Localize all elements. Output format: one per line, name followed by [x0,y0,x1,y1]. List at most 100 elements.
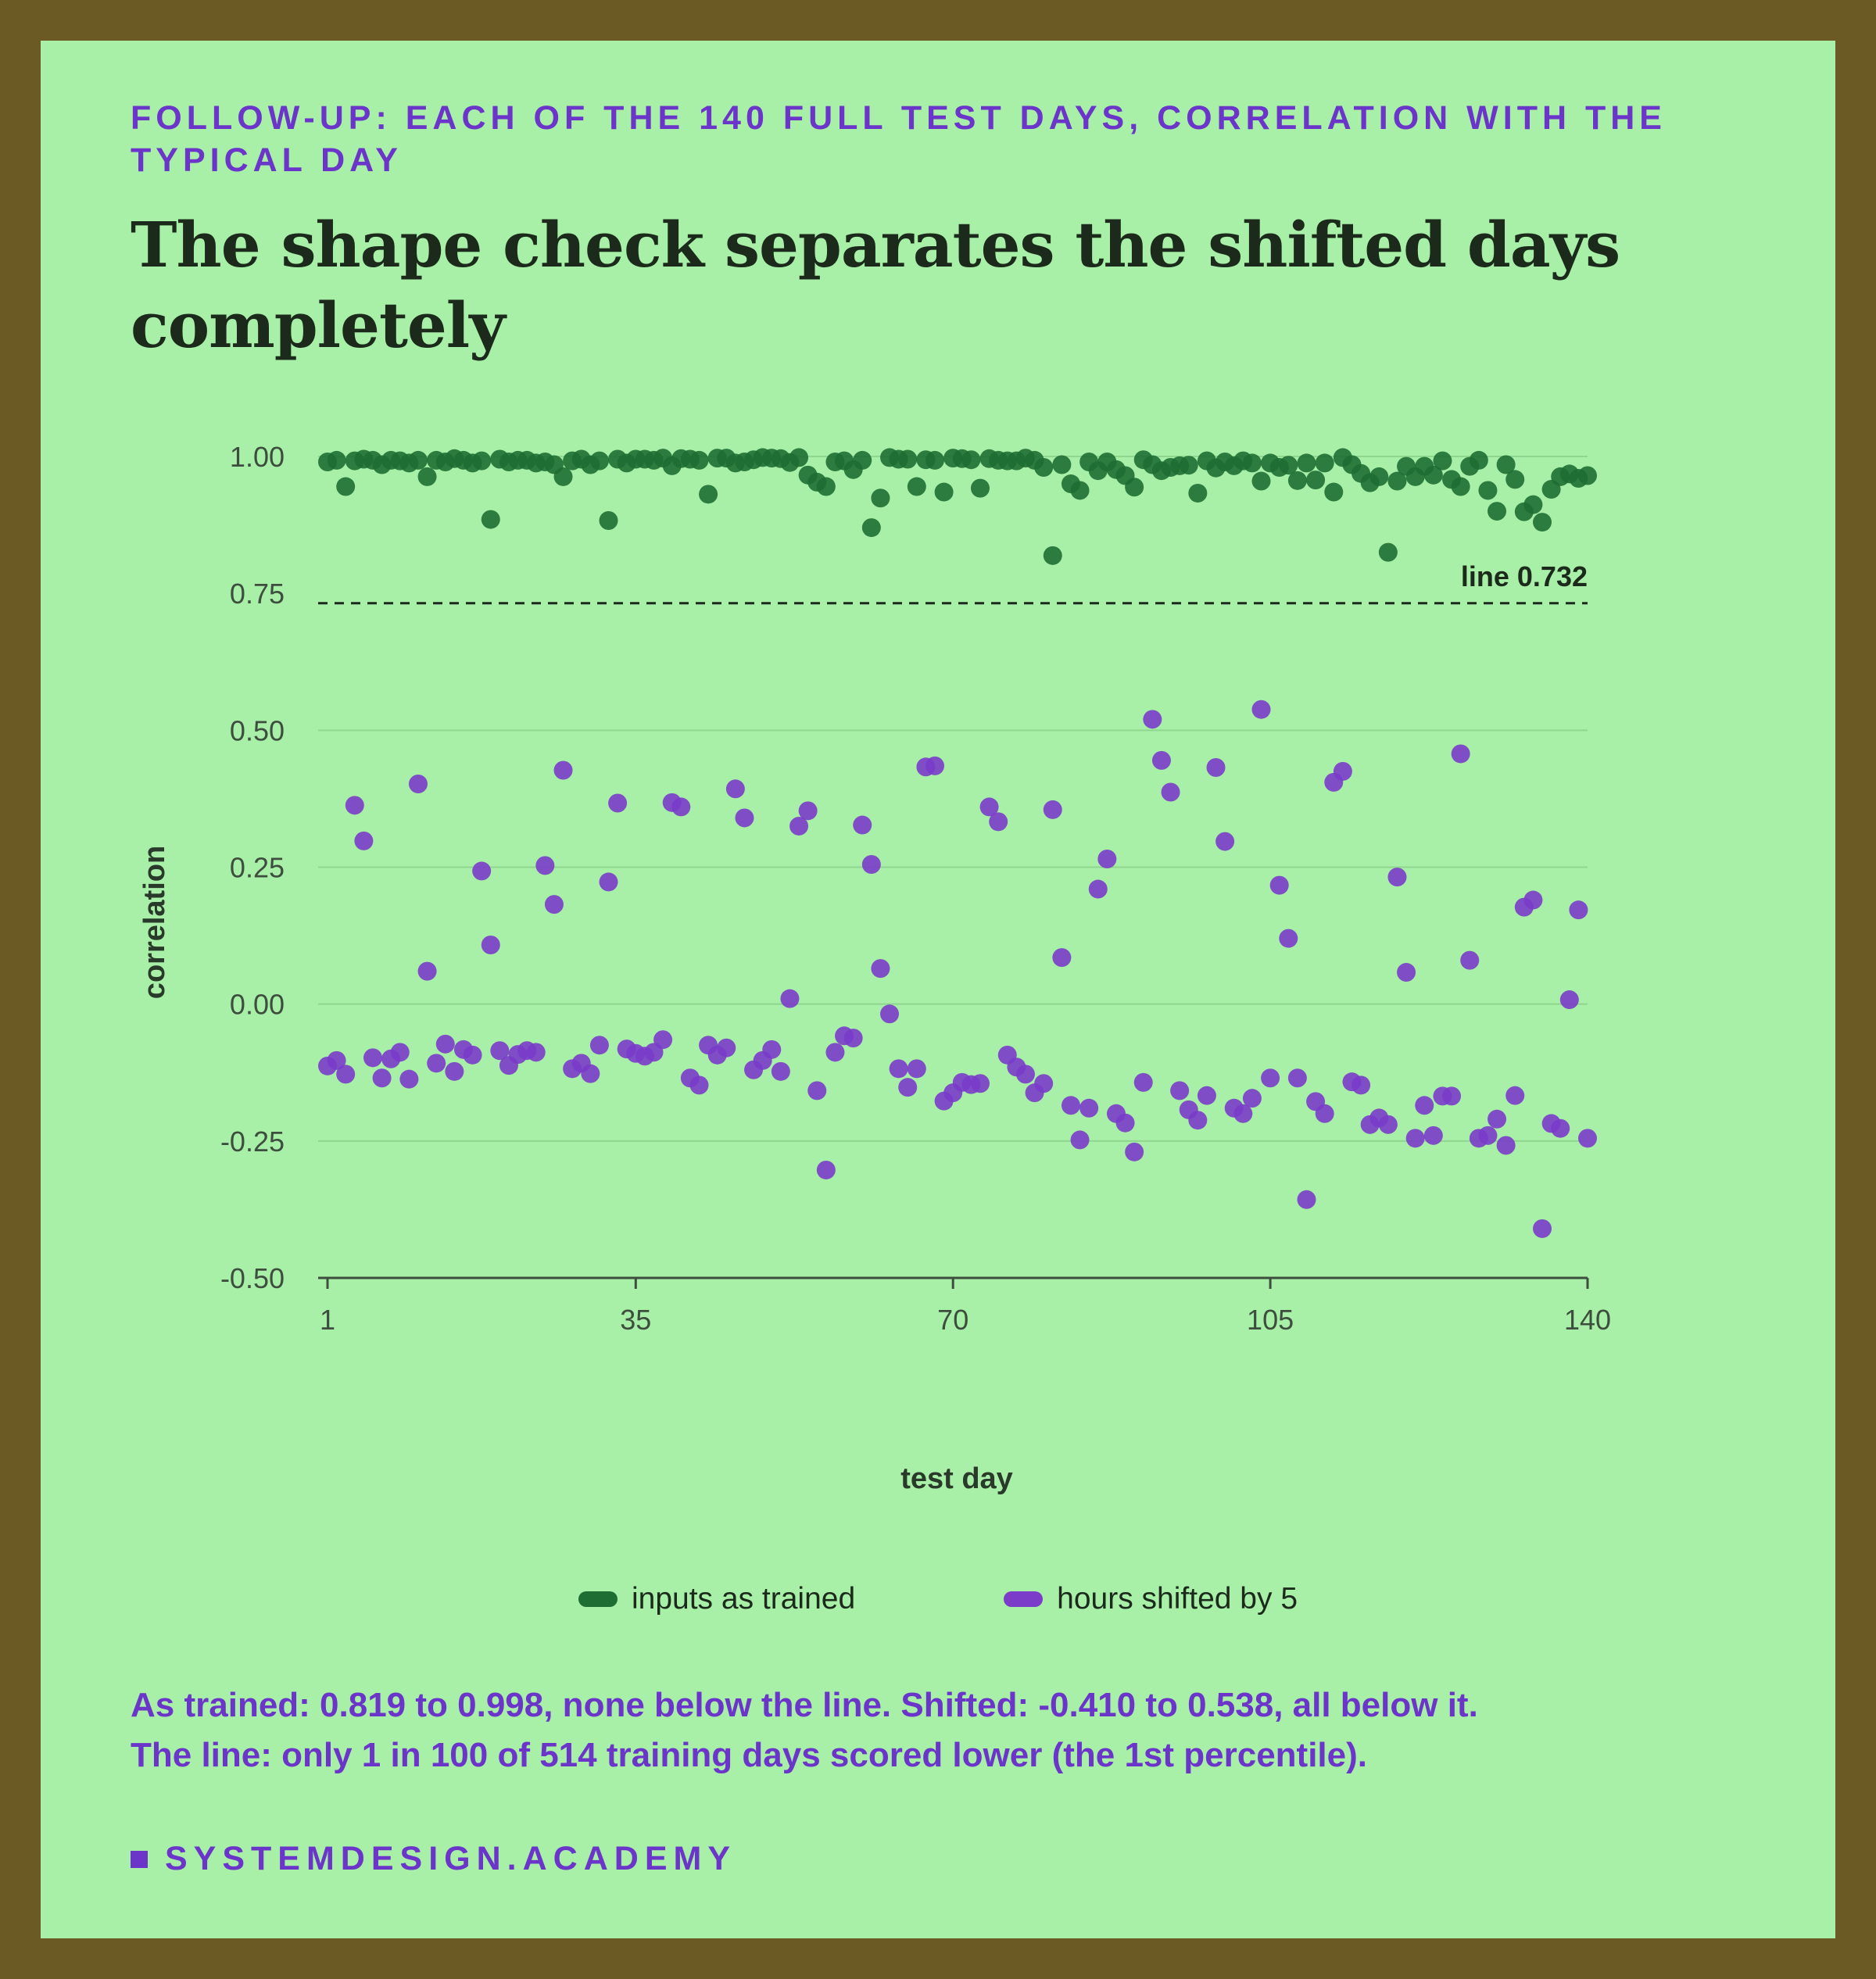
point-shifted [1034,1074,1054,1093]
point-shifted [535,856,555,875]
point-shifted [372,1068,392,1088]
x-axis: 1 35 70 105 140 [318,1276,1611,1336]
point-trained [853,450,872,470]
point-shifted [880,1004,900,1024]
point-trained [970,478,990,498]
point-trained [327,450,346,470]
point-shifted [889,1059,908,1079]
point-trained [1369,467,1389,486]
point-shifted [1460,950,1480,970]
point-trained [1034,458,1054,478]
point-shifted [1125,1142,1144,1161]
point-shifted [481,935,500,954]
point-shifted [1079,1098,1099,1118]
point-shifted [589,1036,609,1055]
point-trained [934,482,954,502]
point-trained [1523,495,1543,514]
point-shifted [735,808,754,828]
legend: inputs as trained hours shifted by 5 [41,1582,1835,1616]
point-shifted [1578,1129,1597,1148]
series-inputs-as-trained [318,448,1597,565]
legend-swatch-shifted [1004,1591,1044,1607]
point-trained [1387,471,1407,491]
point-shifted [399,1069,419,1089]
point-shifted [1505,1086,1525,1105]
point-shifted [363,1048,382,1068]
brand-name: SYSTEMDESIGN.ACADEMY [165,1840,737,1877]
point-shifted [544,895,564,914]
point-shifted [1315,1104,1334,1123]
point-trained [689,450,709,470]
point-shifted [417,961,437,981]
point-shifted [825,1043,845,1062]
point-shifted [581,1064,600,1083]
point-shifted [1523,890,1543,910]
point-trained [789,448,809,467]
point-shifted [1269,875,1289,895]
point-shifted [1188,1111,1208,1130]
point-shifted [689,1075,709,1095]
point-shifted [1070,1130,1090,1150]
point-shifted [1115,1113,1135,1133]
point-trained [1188,483,1208,503]
point-shifted [1397,963,1416,982]
point-shifted [1242,1089,1262,1108]
point-shifted [354,831,374,850]
point-trained [336,477,356,496]
point-shifted [843,1029,863,1048]
y-tick-label: -0.50 [220,1262,285,1294]
legend-item-trained: inputs as trained [578,1582,855,1616]
point-trained [1287,471,1307,490]
point-shifted [1287,1068,1307,1088]
scatter-chart: -0.50-0.250.000.250.500.751.00 1 35 70 105 1… [138,441,1611,1495]
point-shifted [762,1040,782,1059]
point-shifted [1133,1072,1153,1092]
point-trained [1488,502,1507,521]
point-shifted [1206,757,1226,777]
point-trained [408,450,428,470]
point-shifted [1043,800,1062,819]
point-trained [861,518,881,538]
point-shifted [345,796,364,815]
point-shifted [989,812,1008,832]
point-trained [871,488,890,508]
x-tick-label: 1 [320,1304,335,1336]
point-trained [1324,482,1344,502]
point-shifted [1442,1086,1462,1106]
point-shifted [1559,990,1579,1010]
point-shifted [771,1061,790,1081]
x-tick-label: 35 [620,1304,651,1336]
point-trained [553,467,573,486]
x-tick-label: 105 [1247,1304,1294,1336]
point-trained [1433,451,1452,471]
y-tick-label: 0.25 [230,852,285,884]
point-shifted [1387,868,1407,887]
point-shifted [970,1074,990,1093]
point-shifted [1251,700,1271,719]
point-shifted [1197,1086,1216,1105]
point-shifted [717,1038,736,1057]
point-trained [599,510,618,530]
point-shifted [1097,849,1117,868]
y-tick-label: 0.50 [230,714,285,746]
point-shifted [1405,1129,1425,1148]
point-shifted [1352,1075,1371,1095]
brand: SYSTEMDESIGN.ACADEMY [131,1840,736,1878]
series-hours-shifted [318,700,1597,1238]
point-shifted [1333,761,1352,781]
note-line-2: The line: only 1 in 100 of 514 training … [131,1736,1368,1774]
point-shifted [1423,1125,1443,1145]
point-trained [1306,471,1326,490]
point-shifted [798,801,818,821]
point-trained [417,467,437,486]
point-shifted [1151,750,1171,770]
point-shifted [390,1043,410,1062]
point-shifted [1161,782,1180,802]
point-trained [1179,456,1198,475]
point-shifted [1378,1115,1398,1134]
point-shifted [861,854,881,874]
x-tick-label: 140 [1564,1304,1611,1336]
point-shifted [816,1160,836,1179]
point-trained [1043,546,1062,565]
point-shifted [925,756,945,775]
